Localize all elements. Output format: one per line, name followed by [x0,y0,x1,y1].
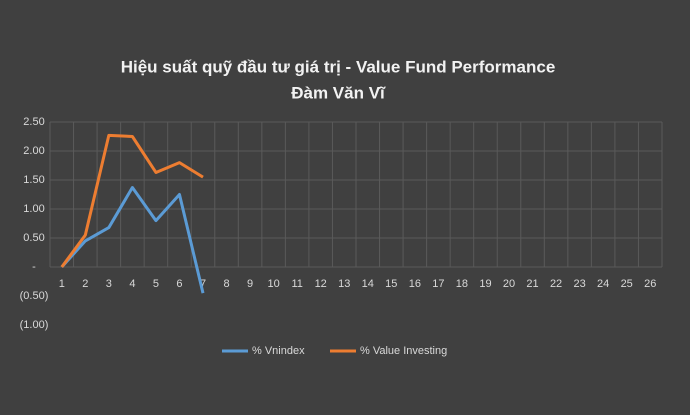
y-tick-label: 0.50 [23,232,44,244]
legend-label: % Value Investing [360,345,447,357]
y-tick-label: 1.00 [23,203,44,215]
legend-label: % Vnindex [252,345,305,357]
x-tick-label: 21 [526,278,538,290]
series-line [60,133,204,268]
x-tick-label: 10 [267,278,279,290]
x-tick-label: 9 [247,278,253,290]
x-tick-label: 11 [291,278,302,290]
y-tick-label: 2.50 [23,116,44,128]
chart-title: Hiệu suất quỹ đầu tư giá trị - Value Fun… [121,57,556,76]
x-tick-label: 22 [550,278,562,290]
y-tick-label: 2.00 [23,145,44,157]
x-tick-label: 16 [409,278,421,290]
y-tick-label: 1.50 [23,174,44,186]
x-tick-label: 18 [456,278,468,290]
x-tick-label: 25 [621,278,633,290]
x-tick-label: 24 [597,278,609,290]
x-tick-label: 14 [362,278,374,290]
y-tick-label: (1.00) [20,319,49,331]
x-tick-label: 2 [82,278,88,290]
x-tick-label: 13 [338,278,350,290]
chart-subtitle: Đàm Văn Vĩ [291,83,386,102]
x-tick-label: 19 [479,278,491,290]
x-tick-label: 12 [315,278,327,290]
x-tick-label: 20 [503,278,515,290]
x-tick-label: 4 [129,278,135,290]
x-tick-label: 6 [176,278,182,290]
x-tick-label: 26 [644,278,656,290]
series-line [60,186,205,294]
y-tick-label: (0.50) [20,290,49,302]
x-tick-label: 8 [223,278,229,290]
x-tick-label: 7 [200,278,206,290]
y-tick-label: - [32,261,36,273]
x-tick-label: 15 [385,278,397,290]
x-tick-label: 1 [59,278,65,290]
x-tick-label: 5 [153,278,159,290]
x-tick-label: 3 [106,278,112,290]
x-tick-label: 23 [573,278,585,290]
x-tick-label: 17 [432,278,444,290]
